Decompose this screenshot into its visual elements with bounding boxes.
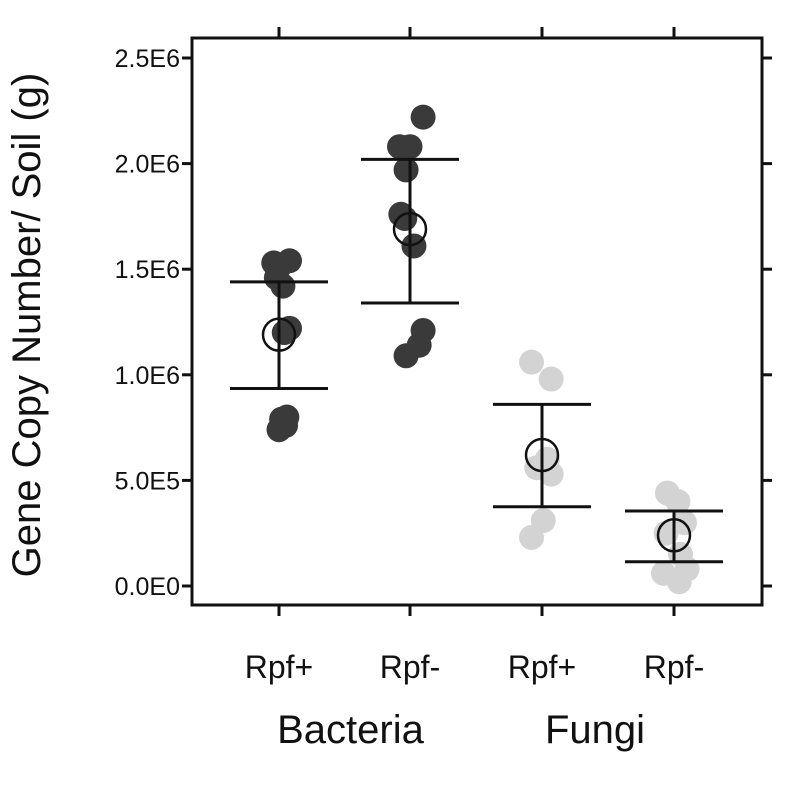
- summary-layer: [230, 157, 723, 564]
- data-point: [410, 104, 436, 130]
- data-point: [519, 349, 545, 375]
- data-point: [665, 489, 691, 515]
- y-tick-label: 1.0E6: [115, 362, 180, 390]
- axis-layer: 0.0E0 5.0E5 1.0E6 1.5E6 2.0E6 2.5E6 Rpf+ Rpf- Rp…: [115, 27, 772, 752]
- data-point: [397, 134, 423, 160]
- x-tick-label: Rpf+: [245, 649, 313, 685]
- group-label: Bacteria: [277, 708, 424, 752]
- data-point: [392, 206, 418, 232]
- data-point: [524, 455, 550, 481]
- y-tick-label: 1.5E6: [115, 256, 180, 284]
- data-point: [393, 343, 419, 369]
- data-point: [401, 233, 427, 259]
- plot-frame: [190, 36, 764, 607]
- data-point: [538, 366, 564, 392]
- group-label: Fungi: [545, 708, 645, 752]
- data-point: [393, 157, 419, 183]
- x-tick-label: Rpf-: [644, 649, 704, 685]
- data-point: [270, 273, 296, 299]
- y-tick-label: 5.0E5: [115, 467, 180, 495]
- data-point: [666, 569, 692, 595]
- mean-marker: [656, 518, 692, 553]
- y-tick-label: 0.0E0: [115, 573, 180, 601]
- mean-marker: [524, 437, 560, 473]
- mean-marker: [392, 211, 428, 247]
- data-point: [519, 524, 545, 550]
- x-tick-label: Rpf-: [380, 649, 440, 685]
- y-tick-label: 2.5E6: [115, 45, 180, 73]
- mean-marker: [261, 317, 297, 352]
- data-point: [273, 412, 299, 438]
- y-tick-label: 2.0E6: [115, 151, 180, 179]
- y-axis-label: Gene Copy Number/ Soil (g): [5, 73, 49, 578]
- x-tick-label: Rpf+: [508, 649, 576, 685]
- points-layer: [261, 104, 700, 595]
